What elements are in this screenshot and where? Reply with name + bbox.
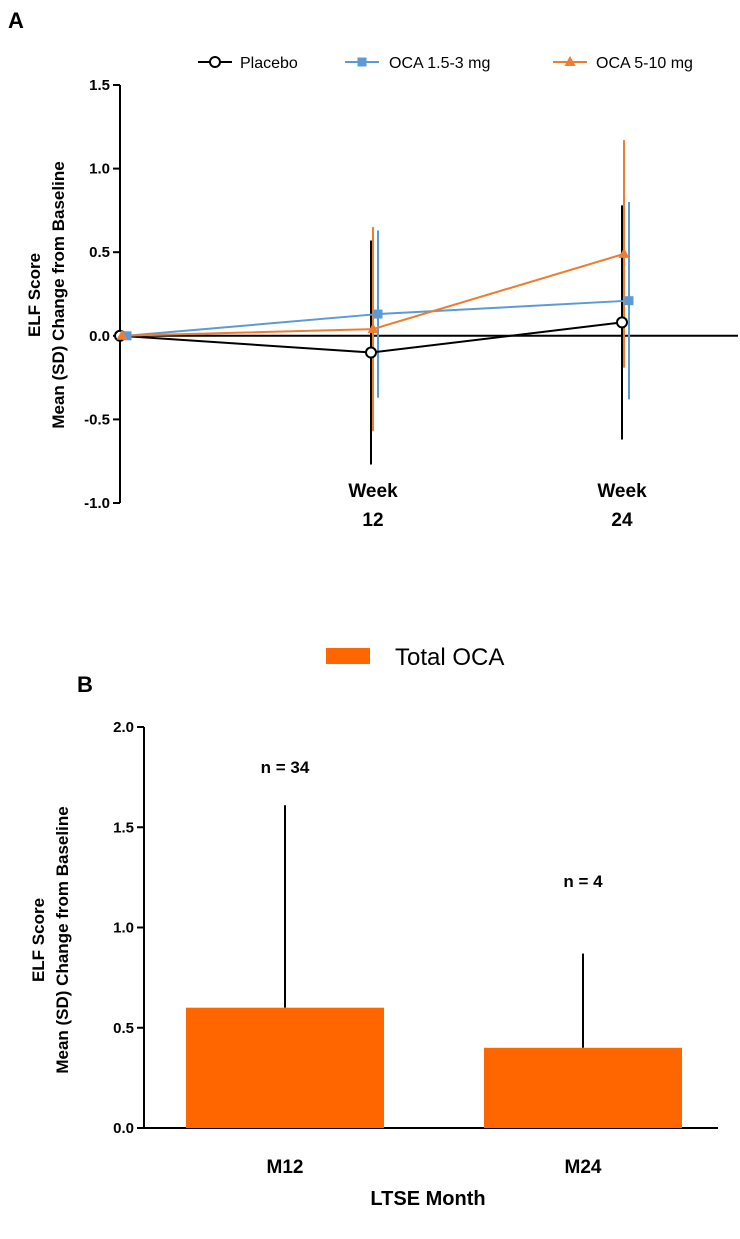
panel-a-xlabel-week12-line2: 12	[362, 510, 383, 531]
panel-a-ylabel-line1: ELF Score	[25, 253, 44, 337]
panel-b-legend-label: Total OCA	[395, 644, 504, 671]
panel-a-ytick-label: -0.5	[84, 411, 110, 428]
panel-b-n-label: n = 4	[563, 872, 603, 891]
panel-b-ytick-label: 0.5	[113, 1020, 134, 1037]
panel-a-point-oca-1-5-3-mg	[122, 331, 132, 341]
panel-a-point-oca-5-10-mg	[116, 329, 128, 340]
panel-b-ytick-label: 1.5	[113, 819, 134, 836]
panel-a-ytick-label: 0.5	[89, 244, 110, 261]
legend-label-oca-5-10-mg: OCA 5-10 mg	[596, 55, 693, 72]
panel-a-label: A	[8, 8, 24, 33]
panel-b-bar-m12	[186, 1007, 384, 1128]
panel-a-markers	[114, 247, 634, 359]
panel-a-point-oca-1-5-3-mg	[373, 309, 383, 319]
legend-marker-placebo	[209, 56, 221, 68]
panel-a-ytick-label: 0.0	[89, 328, 110, 345]
panel-a-point-oca-5-10-mg	[367, 323, 379, 334]
panel-b-ylabel-line1: ELF Score	[29, 898, 48, 982]
panel-a-point-placebo	[616, 316, 628, 329]
panel-a-axes: -1.0 -0.5 0.0 0.5 1.0 1.5	[84, 77, 738, 512]
legend-marker-oca-5-10-mg	[564, 56, 576, 66]
panel-a-xlabel-week24-line2: 24	[611, 510, 633, 531]
panel-b: Total OCA B ELF Score Mean (SD) Change f…	[29, 644, 718, 1210]
panel-b-ytick-label: 0.0	[113, 1120, 134, 1137]
panel-a-point-placebo	[365, 346, 377, 359]
panel-a-xlabel-week24-line1: Week	[597, 481, 647, 502]
panel-b-n-label: n = 34	[261, 758, 310, 777]
panel-a-ytick-label: 1.5	[89, 77, 110, 94]
panel-b-bars: M12 n = 34 M24 n = 4	[186, 758, 682, 1178]
panel-b-legend-swatch	[326, 648, 370, 664]
panel-a-ytick-label: 1.0	[89, 161, 110, 178]
panel-a-series-lines	[119, 252, 630, 354]
panel-b-legend: Total OCA	[326, 644, 504, 671]
panel-b-label: B	[77, 672, 93, 697]
panel-b-xlabel: LTSE Month	[370, 1188, 485, 1210]
panel-a: A Placebo OCA 1.5-3 mg OCA 5-10 mg ELF Sco…	[8, 8, 738, 531]
panel-a-point-oca-5-10-mg	[618, 247, 630, 258]
panel-b-category-label: M12	[267, 1157, 304, 1178]
panel-b-ylabel-line2: Mean (SD) Change from Baseline	[53, 806, 72, 1073]
legend-label-oca-1-5-3-mg: OCA 1.5-3 mg	[389, 55, 490, 72]
panel-b-bar-m24	[484, 1047, 682, 1128]
panel-a-ytick-label: -1.0	[84, 495, 110, 512]
panel-b-ytick-label: 1.0	[113, 920, 134, 937]
panel-a-legend: Placebo OCA 1.5-3 mg OCA 5-10 mg	[198, 55, 693, 72]
legend-label-placebo: Placebo	[240, 55, 298, 72]
panel-a-ylabel-line2: Mean (SD) Change from Baseline	[49, 161, 68, 428]
panel-a-xlabel-week12-line1: Week	[348, 481, 398, 502]
legend-marker-oca-1-5-3-mg	[357, 57, 367, 67]
panel-b-ytick-label: 2.0	[113, 719, 134, 736]
panel-a-point-oca-1-5-3-mg	[624, 296, 634, 306]
panel-b-category-label: M24	[565, 1157, 602, 1178]
